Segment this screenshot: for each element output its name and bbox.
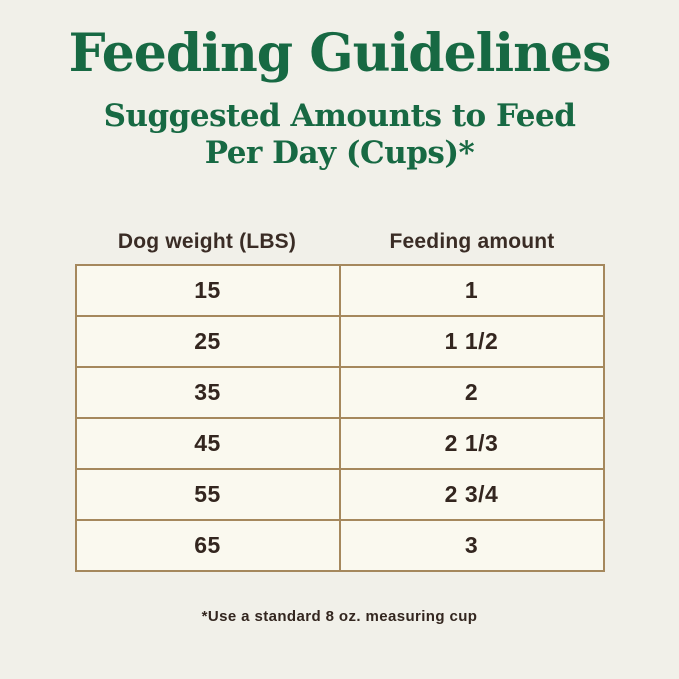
dog-weight-value: 65	[74, 519, 341, 573]
dog-weight-value: 15	[74, 264, 341, 318]
page-subtitle: Suggested Amounts to Feed Per Day (Cups)…	[0, 98, 679, 172]
page-title: Feeding Guidelines	[68, 23, 612, 84]
feeding-table-grid: 15 1 25 1 1/2 35 2 45 2 1/3 55 2 3/4	[74, 264, 605, 573]
dog-weight-value: 45	[74, 417, 341, 471]
feeding-amount-value: 2	[338, 366, 605, 420]
subtitle-line-2: Per Day (Cups)*	[204, 134, 475, 171]
table-row: 55 2 3/4	[74, 468, 605, 522]
footnote: *Use a standard 8 oz. measuring cup	[201, 608, 478, 626]
column-header-feeding-amount: Feeding amount	[389, 230, 555, 254]
feeding-amount-value: 1 1/2	[338, 315, 605, 369]
dog-weight-value: 25	[74, 315, 341, 369]
subtitle-line-1: Suggested Amounts to Feed	[103, 97, 576, 134]
feeding-amount-value: 2 1/3	[338, 417, 605, 471]
table-row: 25 1 1/2	[74, 315, 605, 369]
feeding-amount-value: 3	[338, 519, 605, 573]
dog-weight-value: 55	[74, 468, 341, 522]
table-row: 45 2 1/3	[74, 417, 605, 471]
table-header-row: Dog weight (LBS) Feeding amount	[75, 230, 605, 254]
feeding-amount-value: 2 3/4	[338, 468, 605, 522]
table-row: 15 1	[74, 264, 605, 318]
table-row: 65 3	[74, 519, 605, 573]
table-row: 35 2	[74, 366, 605, 420]
feeding-table: Dog weight (LBS) Feeding amount 15 1 25 …	[74, 230, 605, 573]
feeding-amount-value: 1	[338, 264, 605, 318]
dog-weight-value: 35	[74, 366, 341, 420]
column-header-dog-weight: Dog weight (LBS)	[117, 230, 297, 254]
